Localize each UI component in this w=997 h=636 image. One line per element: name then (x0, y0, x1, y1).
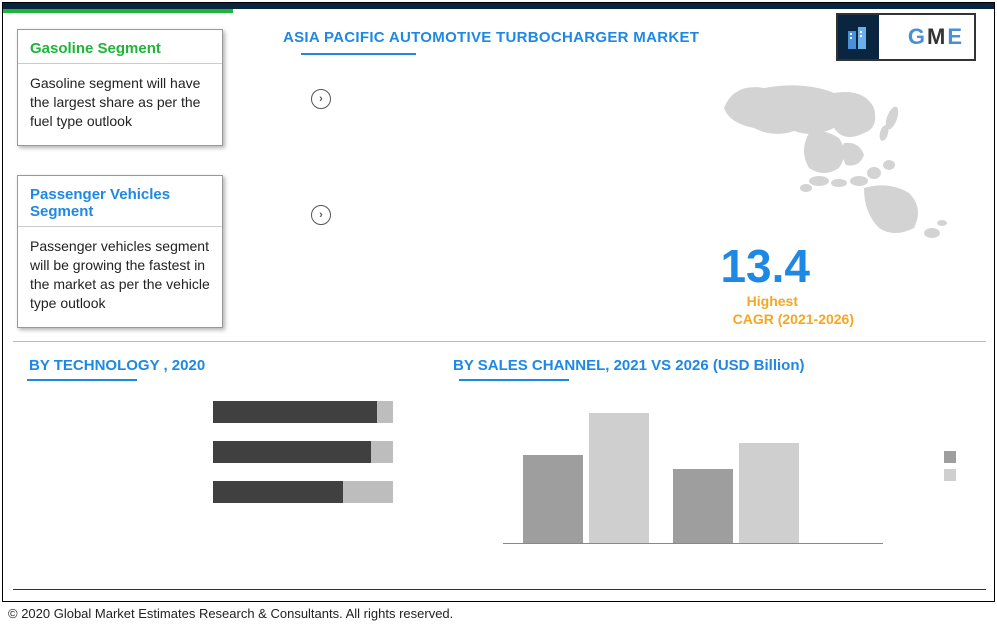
section-divider (13, 341, 986, 342)
green-accent-bar (3, 9, 233, 13)
bottom-border (13, 589, 986, 590)
legend-item-2026 (944, 469, 962, 481)
cagr-value: 13.4 (720, 239, 810, 293)
hbar-fg (213, 401, 377, 423)
gme-logo: GME (836, 13, 976, 61)
cagr-label-highest: Highest (747, 293, 798, 309)
card-title: Passenger Vehicles Segment (18, 176, 222, 227)
gasoline-segment-card: Gasoline Segment Gasoline segment will h… (17, 29, 223, 146)
sales-chart-legend (944, 451, 962, 487)
hbar-row (213, 481, 413, 503)
sales-channel-bar-chart (503, 391, 883, 571)
legend-item-2021 (944, 451, 962, 463)
sales-chart-title: BY SALES CHANNEL, 2021 VS 2026 (USD Bill… (453, 357, 804, 374)
legend-swatch (944, 469, 956, 481)
infographic-frame: GME Gasoline Segment Gasoline segment wi… (2, 2, 995, 602)
passenger-vehicles-card: Passenger Vehicles Segment Passenger veh… (17, 175, 223, 328)
tech-chart-title: BY TECHNOLOGY , 2020 (29, 357, 205, 374)
card-title: Gasoline Segment (18, 30, 222, 64)
technology-bar-chart (213, 401, 413, 521)
copyright-text: © 2020 Global Market Estimates Research … (8, 606, 453, 621)
vbar-2021 (673, 469, 733, 543)
hbar-fg (213, 441, 371, 463)
bullet-icon (311, 89, 331, 109)
vbar-2021 (523, 455, 583, 543)
hbar-fg (213, 481, 343, 503)
underline (27, 379, 137, 381)
logo-building-icon (844, 23, 874, 53)
hbar-row (213, 401, 413, 423)
bullet-icon (311, 205, 331, 225)
logo-text: GME (908, 24, 964, 50)
card-body: Gasoline segment will have the largest s… (18, 64, 222, 145)
cagr-label-years: CAGR (2021-2026) (733, 311, 854, 327)
card-body: Passenger vehicles segment will be growi… (18, 227, 222, 327)
x-axis (503, 543, 883, 544)
legend-swatch (944, 451, 956, 463)
vbar-2026 (589, 413, 649, 543)
underline (459, 379, 569, 381)
vbar-2026 (739, 443, 799, 543)
title-underline (301, 53, 416, 55)
main-title: ASIA PACIFIC AUTOMOTIVE TURBOCHARGER MAR… (283, 29, 699, 46)
asia-pacific-map (714, 73, 954, 243)
hbar-row (213, 441, 413, 463)
